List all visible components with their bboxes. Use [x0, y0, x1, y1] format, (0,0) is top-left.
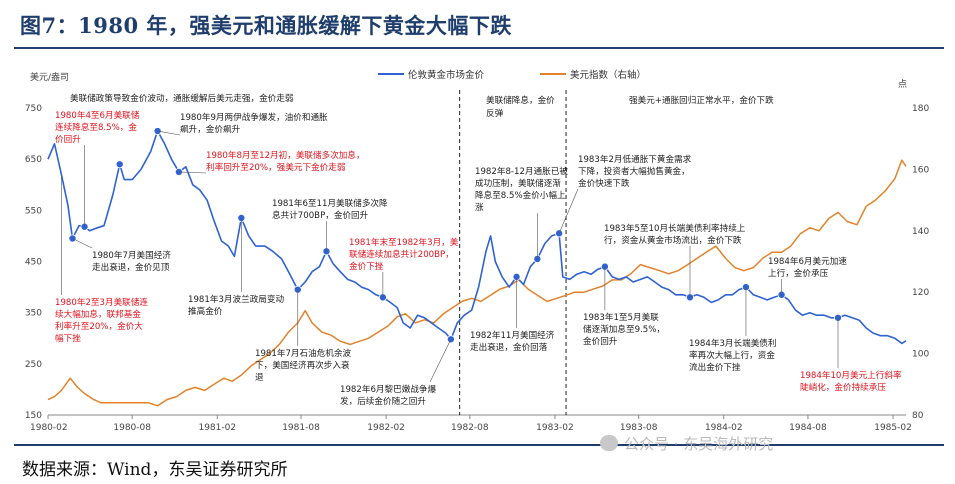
annotation-leader — [178, 171, 207, 174]
y-left-tick-label: 250 — [25, 360, 42, 370]
annotation-text: 走出衰退，金价回落 — [470, 341, 548, 353]
annotation-text: 飙升，金价飙升 — [180, 123, 241, 135]
x-tick-label: 1984-02 — [705, 423, 743, 433]
annotation-text: 价回升 — [55, 134, 81, 145]
annotation-text: 1980年4至6月美联储 — [55, 109, 140, 121]
annotation-text: 联储连续加息共计200BP， — [349, 248, 454, 260]
chart-svg: 150 250 350 450 550 650 750 80 100 120 140 160 180 美元… — [25, 69, 930, 433]
annotation-text: 1980年2至3月美联储连 — [55, 296, 148, 308]
y-left-unit: 美元/盎司 — [30, 71, 69, 83]
annotation-text: 储逐渐加息至9.5%， — [583, 323, 665, 335]
watermark: 公众号 · 东吴海外研究 — [600, 433, 773, 454]
legend-gold-label: 伦敦黄金市场金价 — [408, 69, 485, 81]
annotation-text: 金价回升 — [583, 335, 618, 347]
annotation-text: 1983年1至5月美联 — [583, 311, 659, 323]
y-right-tick-label: 100 — [912, 350, 929, 360]
annotation-text: 1980年7月美国经济 — [92, 249, 171, 261]
x-tick-label: 1980-02 — [30, 423, 68, 433]
annotation-text: 1980年8月至12月初，美联储多次加息， — [206, 149, 365, 161]
period-label-1: 美联储政策导致金价波动，通胀缓解后美元走强，金价走弱 — [70, 92, 293, 104]
annotation-text: 走出衰退，金价见顶 — [92, 261, 170, 273]
annotation-text: 降息至8.5%金价小幅上 — [475, 189, 566, 201]
annotation-text: 成功压制，美联储逐渐 — [475, 177, 561, 189]
x-tick-label: 1981-08 — [282, 423, 320, 433]
annotation-text: 1983年2月低通胀下黄金需求 — [578, 153, 692, 165]
y-left-tick-label: 450 — [25, 258, 42, 268]
event-marker — [115, 160, 124, 169]
y-left-tick-label: 550 — [25, 206, 42, 216]
annotation-text: 1984年3月长端美债利 — [689, 337, 777, 349]
annotation-text: 率再次大幅上行，资金 — [689, 349, 775, 361]
annotation-leader — [157, 130, 181, 136]
x-tick-label: 1983-02 — [536, 423, 574, 433]
data-source: 数据来源：Wind，东吴证券研究所 — [22, 460, 288, 480]
annotation-text: 下降，投资者大幅抛售黄金， — [578, 165, 690, 177]
annotation-text: 下，美国经济再次步入衰 — [255, 359, 350, 371]
title-rule — [14, 47, 944, 49]
watermark-text: 公众号 · 东吴海外研究 — [624, 435, 774, 453]
x-tick-label: 1985-02 — [874, 423, 912, 433]
bottom-rule — [14, 444, 944, 446]
x-tick-label: 1983-08 — [620, 423, 658, 433]
annotation-text: 金价下挫 — [349, 260, 384, 272]
annotation-leader — [429, 339, 452, 383]
x-tick-label: 1980-08 — [113, 423, 151, 433]
annotation-text: 退 — [255, 372, 264, 383]
annotation-text: 连续降息至8.5%，金 — [55, 121, 137, 133]
y-right-tick-label: 180 — [912, 104, 929, 114]
annotation-text: 利率回升至20%，强美元下金价走弱 — [206, 161, 345, 173]
y-left-tick-label: 750 — [25, 104, 42, 114]
annotation-text: 流出金价下挫 — [689, 361, 741, 373]
annotation-text: 发，后续金价随之回升 — [340, 395, 426, 407]
annotation-text: 推高金价 — [188, 305, 223, 317]
y-right-tick-label: 160 — [912, 165, 929, 175]
annotation-text: 1981年6至11月美联储多次降 — [272, 197, 388, 209]
annotation-text: 1982年6月黎巴嫩战争爆 — [340, 383, 436, 395]
annotation-leader — [558, 188, 579, 234]
y-left-tick-label: 150 — [25, 411, 42, 421]
annotation-text: 1982年11月美国经济 — [470, 329, 555, 341]
x-tick-label: 1982-08 — [451, 423, 489, 433]
wechat-icon — [600, 435, 618, 451]
gold-price-line — [47, 130, 907, 345]
y-right-tick-label: 80 — [912, 411, 924, 421]
annotation-text: 1982年8-12月通胀已被 — [475, 165, 568, 177]
annotation-text: 息共计700BP，金价回升 — [272, 209, 369, 221]
period-label-2a: 美联储降息，金价 — [486, 94, 555, 106]
annotation-text: 行，资金从黄金市场流出，金价下跌 — [604, 234, 742, 246]
annotation-text: 1980年9月两伊战争爆发，油价和通胀 — [180, 111, 328, 123]
annotation-text: 幅下挫 — [55, 332, 81, 344]
y-left-tick-label: 350 — [25, 309, 42, 319]
annotation-text: 上行，金价承压 — [768, 267, 829, 279]
y-right-tick-label: 140 — [912, 227, 929, 237]
annotation-text: 陡峭化，金价持续承压 — [800, 381, 886, 393]
annotation-text: 1981年末至1982年3月，美 — [349, 236, 459, 248]
annotation-text: 1983年5至10月长端美债利率持续上 — [604, 222, 746, 234]
annotation-text: 金价快速下跌 — [578, 177, 630, 189]
annotation-text: 1981年3月波兰政局变动 — [188, 293, 284, 305]
x-tick-label: 1984-08 — [789, 423, 827, 433]
annotation-text: 1984年6月美元加速 — [768, 255, 847, 267]
annotation-leader — [72, 238, 93, 249]
y-right-tick-label: 120 — [912, 288, 929, 298]
y-left-tick-label: 650 — [25, 155, 42, 165]
y-right-unit: 点 — [898, 79, 907, 90]
period-label-2b: 反弹 — [486, 107, 504, 119]
annotation-text: 利率升至20%，金价大 — [55, 320, 143, 332]
legend-usd-label: 美元指数（右轴） — [570, 69, 646, 81]
chart-title: 图7：1980 年，强美元和通胀缓解下黄金大幅下跌 — [20, 13, 512, 38]
annotation-text: 续大幅加息，联邦基金 — [55, 308, 141, 320]
annotation-text: 1984年10月美元上行斜率 — [800, 369, 902, 381]
x-tick-label: 1981-02 — [198, 423, 236, 433]
annotation-text: 涨 — [475, 202, 484, 213]
x-tick-label: 1982-02 — [367, 423, 405, 433]
annotation-text: 1981年7月石油危机余波 — [255, 347, 351, 359]
period-label-3: 强美元+通胀回归正常水平，金价下跌 — [629, 94, 774, 106]
usd-index-line — [47, 159, 907, 407]
